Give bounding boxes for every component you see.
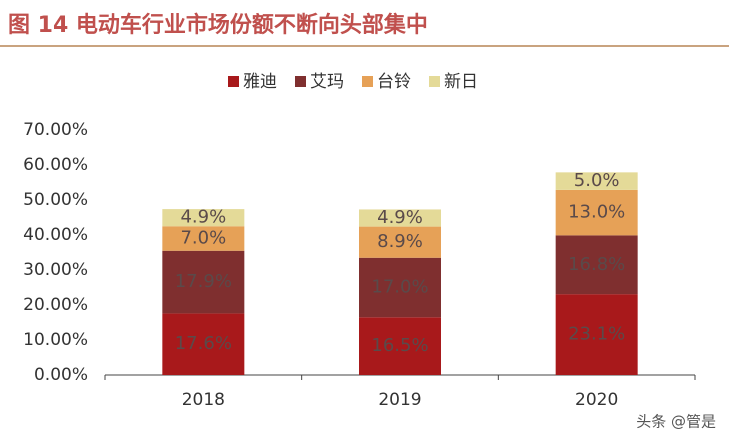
- legend-swatch: [295, 76, 306, 87]
- value-label: 16.8%: [568, 254, 625, 275]
- y-tick-label: 70.00%: [23, 120, 88, 140]
- bar-segment: [359, 209, 441, 227]
- value-label: 4.9%: [180, 207, 226, 228]
- value-label: 5.0%: [574, 170, 620, 191]
- legend-label: 艾玛: [310, 72, 344, 92]
- bar-segment: [162, 226, 245, 251]
- y-tick-label: 10.00%: [23, 330, 88, 350]
- bar-segment: [555, 172, 638, 190]
- legend-label: 台铃: [377, 72, 411, 92]
- legend-label: 雅迪: [243, 72, 277, 92]
- value-label: 13.0%: [568, 202, 625, 223]
- y-tick-label: 50.00%: [23, 190, 88, 210]
- bar-segment: [162, 313, 245, 375]
- bar-segment: [555, 189, 638, 236]
- x-tick-label: 2018: [182, 390, 225, 410]
- value-label: 4.9%: [377, 207, 423, 228]
- y-tick-label: 40.00%: [23, 225, 88, 245]
- y-tick-label: 20.00%: [23, 295, 88, 315]
- value-label: 17.9%: [175, 271, 232, 292]
- legend-swatch: [429, 76, 440, 87]
- value-label: 16.5%: [371, 335, 428, 356]
- bar-segment: [555, 294, 638, 375]
- chart-title: 图 14 电动车行业市场份额不断向头部集中: [8, 12, 428, 38]
- bar-segment: [359, 317, 441, 375]
- bar-segment: [359, 226, 441, 258]
- y-tick-label: 30.00%: [23, 260, 88, 280]
- value-label: 8.9%: [377, 231, 423, 252]
- bar-segment: [359, 257, 441, 318]
- bar-segment: [162, 209, 245, 227]
- x-tick-label: 2020: [575, 390, 618, 410]
- watermark: 头条 @管是: [636, 413, 716, 431]
- legend-swatch: [362, 76, 373, 87]
- y-tick-label: 60.00%: [23, 155, 88, 175]
- value-label: 17.0%: [371, 277, 428, 298]
- legend-swatch: [228, 76, 239, 87]
- value-label: 17.6%: [175, 333, 232, 354]
- bar-segment: [162, 250, 245, 314]
- bar-segment: [555, 235, 638, 295]
- y-tick-label: 0.00%: [34, 365, 88, 385]
- value-label: 23.1%: [568, 324, 625, 345]
- legend-label: 新日: [444, 72, 478, 92]
- x-tick-label: 2019: [378, 390, 421, 410]
- value-label: 7.0%: [180, 228, 226, 249]
